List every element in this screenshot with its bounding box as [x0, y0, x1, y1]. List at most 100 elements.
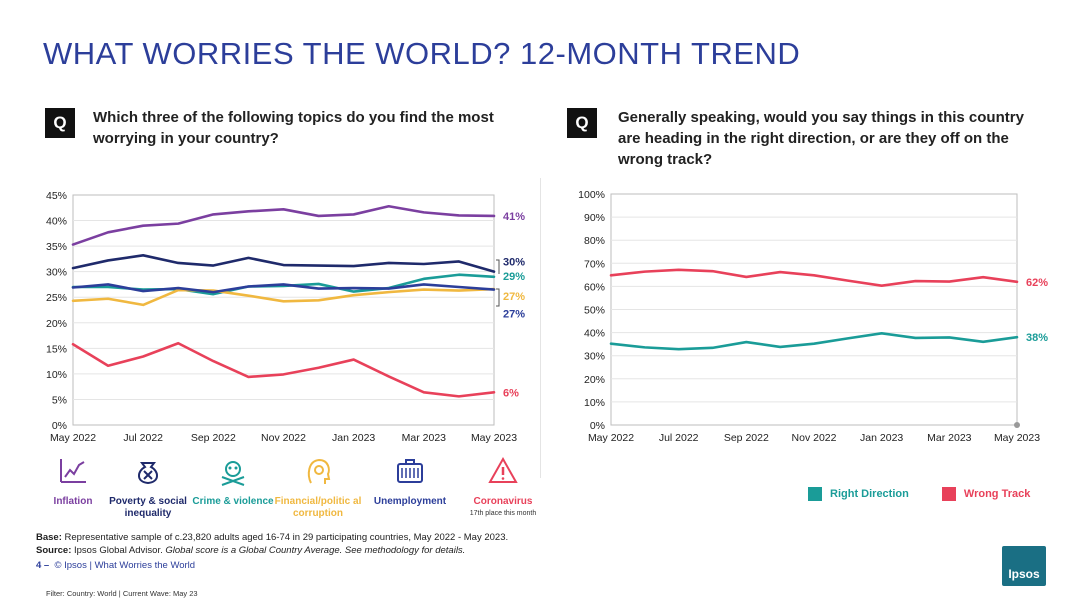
legend-item-inflation: Inflation	[28, 455, 118, 508]
y-tick-label: 0%	[52, 420, 67, 432]
worries-legend: Inflation Poverty & social inequality Crim…	[28, 455, 538, 525]
question-text-right: Generally speaking, would you say things…	[618, 109, 1024, 168]
x-tick-label: Jan 2023	[332, 432, 375, 444]
source-label: Source:	[36, 545, 72, 556]
y-tick-label: 10%	[46, 369, 67, 381]
end-label-financial-political-corruption: 27%	[503, 291, 525, 303]
page-title: WHAT WORRIES THE WORLD? 12-MONTH TREND	[43, 36, 801, 71]
legend-item-unemployment: Unemployment	[365, 455, 455, 508]
x-tick-label: Nov 2022	[261, 432, 306, 444]
base-label: Base:	[36, 532, 62, 543]
y-tick-label: 30%	[46, 267, 67, 279]
x-tick-label: Jul 2022	[659, 432, 699, 444]
y-tick-label: 100%	[578, 189, 605, 201]
y-tick-label: 90%	[584, 212, 605, 224]
question-text-left: Which three of the following topics do y…	[93, 109, 494, 147]
direction-line-chart: 0% 10% 20% 30% 40% 50% 60% 70% 80% 90% 100% May 202…	[578, 189, 1048, 444]
legend-item-crime-violence: Crime & violence	[188, 455, 278, 508]
legend-label: Inflation	[53, 496, 93, 507]
x-tick-label: Jul 2022	[123, 432, 163, 444]
ipsos-logo: Ipsos	[1002, 546, 1046, 586]
legend-label: Financial/politic al corruption	[274, 496, 362, 519]
y-tick-label: 5%	[52, 394, 67, 406]
legend-item-coronavirus: Coronavirus 17th place this month	[458, 455, 548, 517]
y-tick-label: 70%	[584, 258, 605, 270]
legend-label-wrong-track: Wrong Track	[963, 487, 1031, 500]
plot-frame	[72, 194, 495, 426]
warning-icon	[487, 455, 519, 487]
base-text: Representative sample of c.23,820 adults…	[61, 532, 509, 543]
legend-item-poverty-social-inequality: Poverty & social inequality	[103, 455, 193, 520]
skull-crossbones-icon	[217, 455, 249, 487]
y-tick-label: 45%	[46, 190, 67, 202]
x-tick-label: Sep 2022	[724, 432, 769, 444]
legend-label: Coronavirus	[473, 496, 533, 507]
y-tick-label: 35%	[46, 241, 67, 253]
legend-item-financial-politic-al-corruption: Financial/politic al corruption	[273, 455, 363, 520]
filter-note: Filter: Country: World | Current Wave: M…	[46, 589, 198, 598]
inflation-chart-icon	[57, 455, 89, 487]
x-tick-label: Sep 2022	[191, 432, 236, 444]
legend-label-right-direction: Right Direction	[830, 487, 909, 500]
page-footer: 4 – © Ipsos | What Worries the World	[36, 560, 195, 571]
question-badge-left: Q	[45, 108, 75, 138]
x-tick-label: May 2022	[588, 432, 634, 444]
end-label-unemployment: 27%	[503, 309, 525, 321]
x-tick-label: Mar 2023	[927, 432, 972, 444]
legend-label: Crime & violence	[192, 496, 274, 507]
end-label-poverty-social-inequality: 30%	[503, 257, 525, 269]
money-bag-icon	[132, 455, 164, 487]
legend-swatch-wrong-track	[941, 487, 956, 501]
x-tick-label: May 2023	[994, 432, 1040, 444]
briefcase-icon	[394, 455, 426, 487]
series-line-poverty-social-inequality	[71, 254, 496, 273]
series-line-wrong-track	[609, 268, 1019, 288]
series-line-right-direction	[609, 331, 1019, 351]
series-line-financial-political-corruption	[71, 287, 496, 307]
legend-item-wrong-track: Wrong Track	[941, 487, 1031, 501]
x-tick-label: Mar 2023	[402, 432, 447, 444]
series-line-coronavirus	[71, 341, 496, 398]
end-label-right-direction: 38%	[1026, 332, 1048, 344]
source-note: Global score is a Global Country Average…	[165, 545, 466, 556]
footnote: Base: Representative sample of c.23,820 …	[36, 531, 508, 557]
legend-swatch-right-direction	[808, 487, 822, 501]
y-tick-label: 40%	[46, 216, 67, 228]
x-tick-label: Jan 2023	[860, 432, 903, 444]
series-line-inflation	[71, 204, 496, 246]
logo-text: Ipsos	[1008, 567, 1040, 581]
y-tick-label: 10%	[584, 397, 605, 409]
y-tick-label: 50%	[584, 305, 605, 317]
x-tick-label: Nov 2022	[792, 432, 837, 444]
y-tick-label: 0%	[590, 420, 605, 432]
y-tick-label: 40%	[584, 328, 605, 340]
legend-label: Poverty & social inequality	[109, 496, 187, 519]
legend-item-right-direction: Right Direction	[808, 487, 912, 501]
x-tick-label: May 2022	[50, 432, 96, 444]
y-tick-label: 15%	[46, 343, 67, 355]
label-bracket	[496, 259, 500, 307]
end-label-coronavirus: 6%	[503, 387, 519, 399]
question-badge-right: Q	[567, 108, 597, 138]
y-tick-label: 20%	[584, 374, 605, 386]
coin-head-icon	[302, 455, 334, 487]
series-line-crime-violence	[71, 273, 496, 296]
end-label-crime-violence: 29%	[503, 271, 525, 283]
panel-divider	[540, 178, 541, 478]
y-tick-label: 25%	[46, 292, 67, 304]
direction-legend: Right Direction Wrong Track	[808, 487, 1030, 501]
worries-line-chart: 0% 5% 10% 15% 20% 25% 30% 35% 40% 45% May 2022 Jul …	[46, 190, 525, 444]
end-label-inflation: 41%	[503, 211, 525, 223]
legend-label: Unemployment	[373, 496, 447, 507]
legend-sublabel: 17th place this month	[469, 510, 537, 517]
y-tick-label: 60%	[584, 281, 605, 293]
axis-end-marker	[1014, 422, 1020, 428]
y-tick-label: 20%	[46, 318, 67, 330]
copyright: © Ipsos | What Worries the World	[54, 560, 196, 571]
y-tick-label: 80%	[584, 235, 605, 247]
source-text: Ipsos Global Advisor.	[71, 545, 166, 556]
series-line-unemployment	[71, 283, 496, 294]
end-label-wrong-track: 62%	[1026, 277, 1048, 289]
page-number: 4 –	[36, 560, 50, 571]
y-tick-label: 30%	[584, 351, 605, 363]
